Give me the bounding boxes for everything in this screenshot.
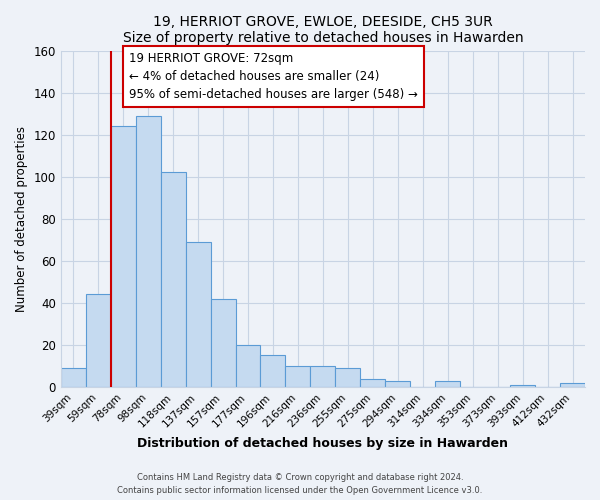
Bar (136, 116, 161, 387)
Bar (211, 298, 236, 387)
Bar (161, 172, 185, 387)
Bar (260, 356, 286, 387)
Bar (86, 294, 111, 387)
Bar (361, 378, 385, 387)
Bar (385, 380, 410, 387)
Bar (435, 380, 460, 387)
Text: Contains HM Land Registry data © Crown copyright and database right 2024.
Contai: Contains HM Land Registry data © Crown c… (118, 474, 482, 495)
Bar (310, 366, 335, 387)
Bar (510, 385, 535, 387)
Text: 19 HERRIOT GROVE: 72sqm
← 4% of detached houses are smaller (24)
95% of semi-det: 19 HERRIOT GROVE: 72sqm ← 4% of detached… (129, 52, 418, 101)
Bar (185, 242, 211, 387)
Bar (560, 382, 585, 387)
Y-axis label: Number of detached properties: Number of detached properties (15, 126, 28, 312)
Bar (111, 126, 136, 387)
Bar (61, 368, 86, 387)
Bar (236, 345, 260, 387)
Title: 19, HERRIOT GROVE, EWLOE, DEESIDE, CH5 3UR
Size of property relative to detached: 19, HERRIOT GROVE, EWLOE, DEESIDE, CH5 3… (122, 15, 523, 45)
X-axis label: Distribution of detached houses by size in Hawarden: Distribution of detached houses by size … (137, 437, 508, 450)
Bar (335, 368, 361, 387)
Bar (286, 366, 310, 387)
